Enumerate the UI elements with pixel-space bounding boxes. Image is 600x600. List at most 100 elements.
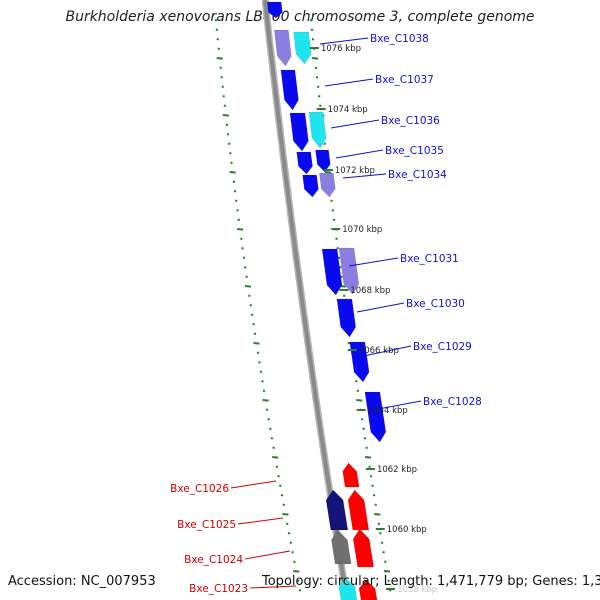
inner-ring-tick: [226, 133, 230, 136]
inner-ring-tick: [293, 560, 296, 564]
outer-ring-tick: [377, 522, 381, 526]
gene-label-pointer: [319, 37, 369, 45]
inner-ring-tick: [225, 123, 229, 127]
tick-label: 1058 kbp: [397, 585, 437, 595]
forward-gene-label: Bxe_C1031: [400, 253, 459, 265]
outer-ring-tick: [356, 399, 363, 402]
outer-ring-tick: [384, 560, 387, 564]
inner-ring-tick: [258, 361, 261, 364]
outer-ring-tick: [374, 503, 377, 507]
inner-ring-tick: [217, 47, 221, 51]
forward-gene-arrow: [321, 248, 343, 296]
forward-gene-arrow: [289, 112, 309, 152]
inner-ring-tick: [253, 342, 260, 345]
forward-gene-arrow: [266, 1, 283, 19]
gene-label-pointer: [249, 585, 297, 589]
inner-ring-tick: [229, 152, 232, 155]
reverse-gene-arrow: [352, 528, 375, 568]
forward-gene-label: Bxe_C1029: [413, 341, 472, 353]
outer-ring-tick: [338, 266, 342, 269]
inner-ring-tick: [221, 85, 225, 89]
reverse-gene-label: Bxe_C1025: [177, 519, 236, 531]
forward-gene-arrow: [302, 174, 319, 198]
forward-gene-arrow: [296, 151, 313, 175]
inner-ring-tick: [282, 513, 289, 516]
gene-label-pointer: [356, 302, 405, 313]
inner-ring-tick: [272, 446, 275, 450]
accession-label: Accession: NC_007953: [8, 574, 156, 589]
reverse-gene-arrow: [358, 579, 378, 600]
inner-ring-tick: [248, 294, 251, 298]
gene-label-pointer: [330, 119, 380, 129]
inner-ring-tick: [293, 570, 300, 573]
tick-label: 1068 kbp: [350, 286, 390, 296]
outer-ring-tick: [342, 294, 346, 298]
forward-gene-label: Bxe_C1030: [406, 298, 465, 310]
inner-ring-tick: [216, 57, 223, 60]
forward-gene-label: Bxe_C1036: [381, 115, 440, 127]
inner-ring-tick: [229, 171, 236, 174]
reverse-gene-label: Bxe_C1026: [170, 483, 229, 495]
forward-gene-label: Bxe_C1037: [375, 74, 434, 86]
gene-label-pointer: [342, 173, 387, 179]
tick-label: 1064 kbp: [368, 406, 408, 416]
inner-ring-tick: [223, 104, 227, 108]
gene-label-pointer: [348, 257, 399, 267]
gene-label-pointer: [324, 78, 374, 87]
inner-ring-tick: [277, 475, 280, 478]
reverse-gene-arrow: [331, 529, 352, 565]
gene-label-pointer: [237, 517, 284, 525]
reverse-gene-label: Bxe_C1023: [189, 583, 248, 595]
inner-ring-tick: [280, 494, 284, 497]
inner-ring-tick: [253, 332, 257, 336]
forward-gene-arrow: [280, 69, 299, 111]
inner-ring-tick: [243, 266, 247, 269]
inner-ring-tick: [215, 28, 219, 32]
outer-ring-tick: [374, 513, 381, 516]
outer-ring-tick: [337, 256, 341, 260]
inner-ring-tick: [216, 38, 220, 41]
tick-label: 1074 kbp: [328, 105, 368, 115]
outer-ring-tick: [372, 494, 376, 497]
reverse-gene-arrow: [325, 489, 349, 531]
inner-ring-tick: [282, 503, 285, 507]
inner-ring-tick: [252, 323, 255, 326]
tick-label: 1066 kbp: [359, 346, 399, 356]
tick-label: 1076 kbp: [321, 44, 361, 54]
forward-gene-arrow: [315, 149, 331, 173]
inner-ring-tick: [220, 76, 224, 79]
outer-ring-tick: [331, 209, 335, 212]
outer-ring-tick: [383, 570, 391, 573]
inner-ring-tick: [236, 209, 239, 212]
inner-ring-tick: [285, 522, 289, 526]
outer-ring-tick: [365, 446, 368, 450]
inner-ring-tick: [256, 351, 260, 355]
inner-ring-tick: [219, 66, 222, 70]
inner-ring-tick: [227, 142, 231, 146]
gene-label-pointer: [335, 149, 384, 159]
outer-ring-tick: [309, 19, 313, 22]
forward-gene-arrow: [293, 31, 312, 65]
outer-ring-tick: [311, 57, 319, 60]
forward-gene-arrow: [338, 247, 360, 295]
outer-ring-tick: [318, 104, 322, 108]
reverse-gene-arrow: [342, 462, 360, 488]
inner-ring-tick: [259, 370, 263, 374]
inner-ring-tick: [232, 180, 236, 184]
outer-ring-tick: [371, 484, 374, 488]
outer-ring-tick: [314, 66, 318, 70]
inner-ring-tick: [222, 95, 226, 98]
forward-gene-label: Bxe_C1038: [370, 33, 429, 45]
forward-gene-arrow: [364, 391, 387, 443]
gene-label-pointer: [372, 400, 422, 411]
inner-ring-tick: [265, 408, 269, 412]
inner-ring-tick: [242, 256, 246, 260]
genome-stats: Topology: circular; Length: 1,471,779 bp…: [262, 574, 600, 589]
gene-label-pointer: [230, 480, 277, 489]
inner-ring-tick: [275, 465, 279, 469]
gene-label-pointer: [363, 345, 412, 357]
outer-ring-tick: [369, 475, 373, 478]
outer-ring-tick: [382, 551, 385, 554]
outer-ring-tick: [368, 465, 371, 469]
inner-ring-tick: [267, 418, 270, 421]
